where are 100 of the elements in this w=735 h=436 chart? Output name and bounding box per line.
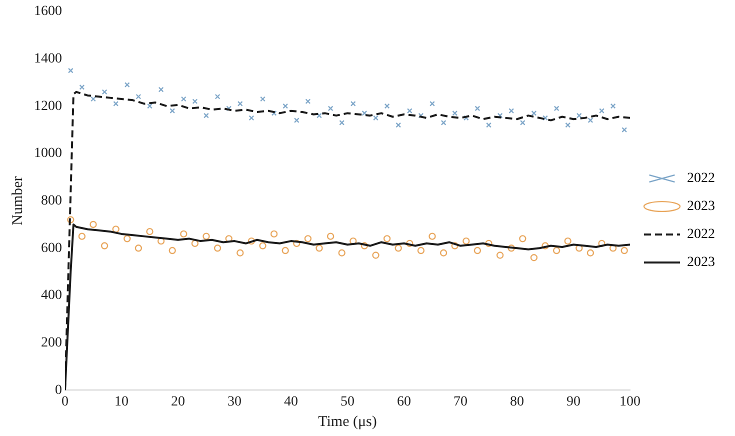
point bbox=[226, 106, 232, 112]
x-tick-label: 50 bbox=[340, 394, 354, 410]
x-axis-title: Time (μs) bbox=[318, 414, 377, 430]
x-tick-label: 30 bbox=[228, 394, 242, 410]
point bbox=[259, 242, 266, 250]
point bbox=[328, 106, 334, 112]
point bbox=[599, 108, 604, 114]
point bbox=[282, 246, 289, 254]
point bbox=[485, 240, 492, 248]
point bbox=[112, 226, 120, 233]
point bbox=[394, 244, 402, 252]
point bbox=[463, 115, 469, 121]
point bbox=[430, 101, 435, 106]
point bbox=[440, 120, 446, 126]
point bbox=[462, 237, 470, 245]
point bbox=[418, 112, 424, 118]
point bbox=[316, 244, 323, 252]
point bbox=[102, 89, 108, 95]
point bbox=[68, 68, 74, 74]
point bbox=[428, 232, 436, 240]
point bbox=[396, 122, 402, 128]
point bbox=[124, 82, 130, 88]
point bbox=[134, 244, 142, 252]
y-tick-label: 1000 bbox=[34, 146, 62, 162]
point bbox=[270, 230, 278, 238]
x-tick-label: 100 bbox=[620, 394, 640, 410]
legend-label: 2022 bbox=[687, 227, 715, 242]
point bbox=[620, 246, 628, 254]
point bbox=[373, 115, 378, 121]
point bbox=[417, 246, 425, 254]
point bbox=[372, 252, 380, 259]
point bbox=[191, 240, 199, 248]
point bbox=[294, 118, 300, 124]
point bbox=[180, 230, 188, 238]
point bbox=[362, 110, 368, 116]
y-tick-label: 0 bbox=[55, 382, 62, 398]
point bbox=[204, 112, 209, 118]
point bbox=[338, 249, 346, 256]
point bbox=[542, 115, 548, 121]
x-tick-label: 60 bbox=[397, 394, 411, 410]
point bbox=[124, 235, 131, 242]
point bbox=[192, 98, 198, 104]
point bbox=[486, 122, 492, 128]
point bbox=[271, 110, 277, 116]
point bbox=[248, 237, 256, 245]
point bbox=[90, 96, 96, 102]
y-tick-label: 1200 bbox=[34, 98, 62, 114]
point bbox=[598, 240, 606, 248]
point bbox=[406, 240, 414, 248]
point bbox=[316, 112, 322, 118]
y-tick-label: 800 bbox=[41, 193, 62, 208]
point bbox=[326, 232, 334, 240]
point bbox=[406, 108, 412, 114]
point bbox=[552, 246, 560, 254]
x-tick-label: 20 bbox=[171, 394, 185, 410]
point bbox=[360, 242, 368, 250]
point bbox=[339, 120, 345, 126]
point bbox=[622, 127, 628, 132]
point bbox=[531, 110, 537, 116]
point bbox=[78, 232, 86, 240]
point bbox=[293, 240, 300, 248]
y-tick-label: 1400 bbox=[34, 51, 62, 66]
legend-label: 2023 bbox=[687, 255, 715, 270]
point bbox=[147, 103, 152, 109]
point bbox=[90, 220, 97, 228]
point bbox=[248, 115, 254, 121]
point bbox=[576, 244, 583, 252]
point bbox=[588, 118, 594, 124]
point bbox=[67, 216, 74, 224]
point bbox=[260, 96, 266, 102]
point bbox=[609, 244, 617, 252]
point bbox=[586, 249, 594, 256]
point bbox=[158, 86, 164, 92]
point bbox=[440, 249, 448, 256]
point bbox=[305, 98, 311, 104]
point bbox=[383, 235, 391, 242]
point bbox=[542, 242, 549, 250]
point bbox=[565, 122, 571, 128]
y-tick-label: 200 bbox=[41, 336, 62, 351]
point bbox=[202, 232, 210, 240]
point bbox=[170, 108, 176, 114]
point bbox=[168, 246, 176, 254]
point bbox=[214, 94, 220, 100]
point bbox=[474, 106, 480, 112]
point bbox=[304, 235, 312, 242]
x-tick-label: 40 bbox=[284, 394, 298, 410]
x-tick-label: 70 bbox=[454, 394, 468, 410]
point bbox=[146, 228, 154, 236]
point bbox=[451, 242, 458, 250]
x-tick-label: 10 bbox=[114, 394, 128, 410]
point bbox=[237, 101, 243, 106]
point bbox=[610, 103, 616, 109]
point bbox=[530, 254, 538, 262]
y-tick-label: 400 bbox=[41, 288, 62, 304]
point bbox=[113, 101, 119, 106]
point bbox=[519, 235, 526, 242]
point bbox=[136, 94, 142, 100]
point bbox=[474, 246, 482, 254]
y-tick-label: 600 bbox=[41, 240, 62, 256]
point bbox=[100, 242, 108, 250]
